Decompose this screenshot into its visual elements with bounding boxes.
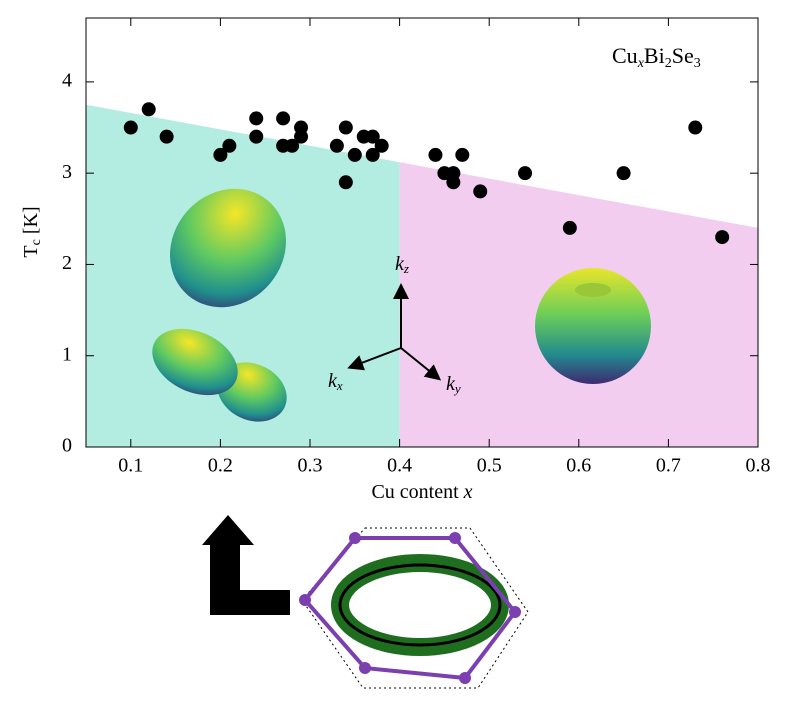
x-tick-label: 0.5 xyxy=(477,455,502,477)
data-point xyxy=(374,138,389,153)
data-point xyxy=(159,129,174,144)
y-axis-label: Tc [K] xyxy=(20,206,45,257)
x-tick-label: 0.3 xyxy=(298,455,323,477)
vertex xyxy=(509,606,521,618)
x-tick-label: 0.4 xyxy=(387,455,412,477)
x-tick-label: 0.2 xyxy=(208,455,233,477)
ellipsoid-lobe xyxy=(152,328,238,396)
data-point xyxy=(338,120,353,135)
vertex xyxy=(449,532,461,544)
data-point xyxy=(347,147,362,162)
vertex xyxy=(359,662,371,674)
y-tick-label: 1 xyxy=(62,343,72,365)
fermi-surface-diagram xyxy=(202,515,529,689)
data-point xyxy=(141,102,156,117)
x-tick-label: 0.6 xyxy=(566,455,591,477)
data-point xyxy=(688,120,703,135)
y-tick-label: 3 xyxy=(62,161,72,183)
data-point xyxy=(294,120,309,135)
orbital-illustrations xyxy=(152,188,651,422)
data-point xyxy=(249,111,264,126)
vertex xyxy=(349,532,361,544)
annotation: CuxBi2Se3 xyxy=(612,43,701,71)
y-tick-label: 4 xyxy=(62,69,72,91)
ellipsoid xyxy=(170,188,286,308)
y-tick-label: 0 xyxy=(62,435,72,457)
data-point xyxy=(428,147,443,162)
x-tick-label: 0.7 xyxy=(656,455,681,477)
data-point xyxy=(249,129,264,144)
data-point xyxy=(213,147,228,162)
ky-label: ky xyxy=(446,373,461,396)
data-point xyxy=(123,120,138,135)
data-point xyxy=(616,166,631,181)
ky-arrow xyxy=(400,347,442,381)
y-tick-label: 2 xyxy=(62,252,72,274)
x-tick-label: 0.1 xyxy=(118,455,143,477)
data-point xyxy=(329,138,344,153)
plot-frame xyxy=(85,17,759,448)
vertex xyxy=(459,672,471,684)
data-point xyxy=(222,138,237,153)
black-contour xyxy=(338,563,502,647)
torus-hole xyxy=(575,283,611,297)
data-point xyxy=(338,175,353,190)
data-point xyxy=(365,147,380,162)
kx-label: kx xyxy=(328,370,343,393)
data-point xyxy=(562,220,577,235)
kx-arrow xyxy=(347,347,402,371)
l-arrow xyxy=(202,515,290,615)
kz-label: kz xyxy=(395,253,409,276)
data-point xyxy=(285,138,300,153)
data-point xyxy=(365,129,380,144)
x-tick-label: 0.8 xyxy=(746,455,771,477)
data-point xyxy=(455,147,470,162)
data-point xyxy=(446,175,461,190)
data-point xyxy=(473,184,488,199)
torus xyxy=(535,268,651,384)
data-point xyxy=(518,166,533,181)
vertex xyxy=(299,594,311,606)
data-point xyxy=(715,230,730,245)
data-point xyxy=(276,111,291,126)
x-axis-label: Cu content x xyxy=(371,481,472,503)
